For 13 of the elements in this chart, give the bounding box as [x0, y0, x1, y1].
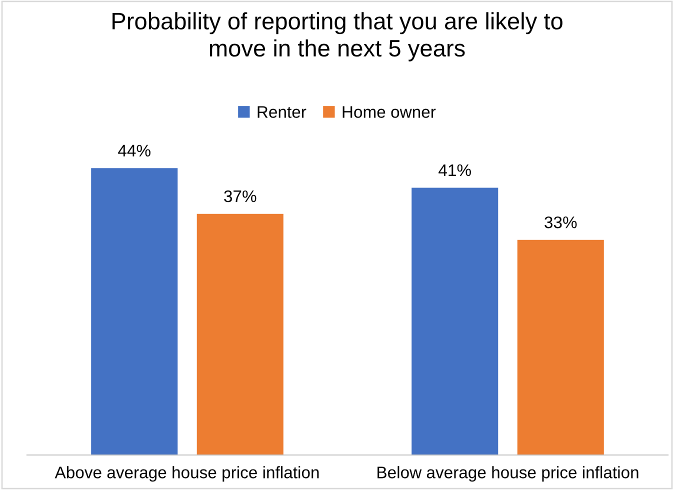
- bar: [412, 188, 498, 455]
- legend-label: Home owner: [342, 106, 436, 118]
- x-tick-label: Above average house price inflation: [54, 466, 319, 482]
- data-label: 44%: [118, 144, 150, 156]
- bar: [91, 168, 178, 455]
- data-label: 33%: [544, 216, 577, 228]
- data-label: 41%: [438, 164, 471, 176]
- data-label: 37%: [224, 190, 256, 202]
- chart-title: Probability of reporting that you are likely to move in the next 5 years: [112, 12, 562, 62]
- legend-label: Renter: [258, 106, 306, 118]
- x-tick-label: Below average house price inflation: [378, 466, 638, 482]
- bar: [517, 240, 604, 455]
- bar: [196, 214, 284, 455]
